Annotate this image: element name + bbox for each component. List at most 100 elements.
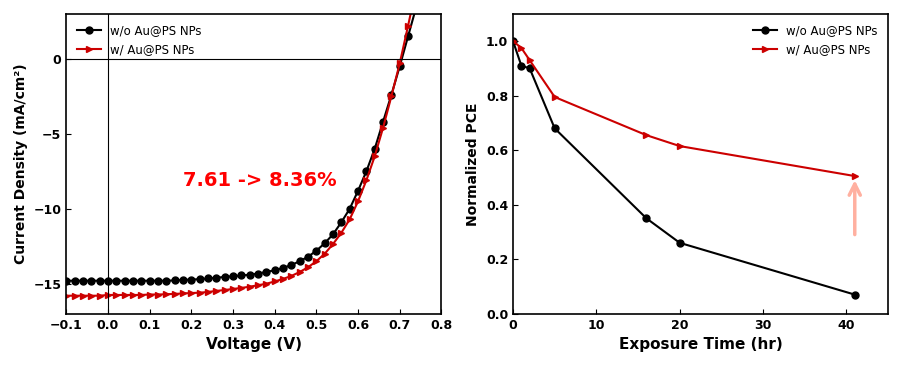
w/ Au@PS NPs <box>203 290 214 294</box>
w/ Au@PS NPs <box>178 291 189 296</box>
X-axis label: Exposure Time (hr): Exposure Time (hr) <box>619 337 782 352</box>
w/ Au@PS NPs <box>236 286 247 290</box>
w/o Au@PS NPs <box>319 241 330 246</box>
w/ Au@PS NPs <box>353 199 364 203</box>
w/o Au@PS NPs <box>144 279 155 283</box>
w/o Au@PS NPs <box>244 273 255 277</box>
w/ Au@PS NPs <box>336 231 346 235</box>
w/o Au@PS NPs <box>378 120 389 124</box>
w/o Au@PS NPs <box>203 276 214 281</box>
w/o Au@PS NPs <box>227 274 238 279</box>
w/o Au@PS NPs <box>508 39 519 43</box>
Text: 7.61 -> 8.36%: 7.61 -> 8.36% <box>183 171 336 190</box>
w/ Au@PS NPs <box>378 126 389 130</box>
w/o Au@PS NPs <box>278 266 289 270</box>
w/o Au@PS NPs <box>850 292 861 297</box>
w/ Au@PS NPs <box>394 61 405 66</box>
w/o Au@PS NPs <box>516 63 527 68</box>
w/o Au@PS NPs <box>286 263 297 267</box>
w/ Au@PS NPs <box>127 293 138 297</box>
w/o Au@PS NPs <box>336 220 346 224</box>
w/o Au@PS NPs <box>411 4 422 8</box>
w/ Au@PS NPs <box>103 293 114 297</box>
w/o Au@PS NPs <box>361 169 372 173</box>
X-axis label: Voltage (V): Voltage (V) <box>206 337 302 352</box>
w/ Au@PS NPs <box>402 24 413 28</box>
w/o Au@PS NPs <box>253 271 263 276</box>
w/ Au@PS NPs <box>361 178 372 183</box>
w/o Au@PS NPs <box>294 259 305 264</box>
w/ Au@PS NPs <box>286 274 297 278</box>
Line: w/ Au@PS NPs: w/ Au@PS NPs <box>510 38 858 180</box>
w/o Au@PS NPs <box>152 279 163 283</box>
w/o Au@PS NPs <box>69 279 80 283</box>
w/ Au@PS NPs <box>94 294 105 298</box>
w/ Au@PS NPs <box>119 293 130 297</box>
w/ Au@PS NPs <box>386 94 397 98</box>
w/ Au@PS NPs <box>61 294 72 298</box>
w/o Au@PS NPs <box>261 270 272 274</box>
w/ Au@PS NPs <box>319 251 330 256</box>
Line: w/ Au@PS NPs: w/ Au@PS NPs <box>63 0 437 299</box>
w/ Au@PS NPs <box>253 283 263 287</box>
w/o Au@PS NPs <box>549 126 560 131</box>
Line: w/o Au@PS NPs: w/o Au@PS NPs <box>510 38 858 298</box>
w/o Au@PS NPs <box>111 279 122 283</box>
w/o Au@PS NPs <box>127 279 138 283</box>
w/ Au@PS NPs <box>244 284 255 289</box>
w/o Au@PS NPs <box>86 279 97 283</box>
w/ Au@PS NPs <box>136 293 147 297</box>
Legend: w/o Au@PS NPs, w/ Au@PS NPs: w/o Au@PS NPs, w/ Au@PS NPs <box>748 20 882 61</box>
w/ Au@PS NPs <box>345 217 355 221</box>
w/o Au@PS NPs <box>345 206 355 211</box>
w/ Au@PS NPs <box>508 39 519 43</box>
w/ Au@PS NPs <box>294 270 305 274</box>
w/ Au@PS NPs <box>152 292 163 297</box>
w/o Au@PS NPs <box>302 254 313 259</box>
w/ Au@PS NPs <box>369 154 380 158</box>
w/ Au@PS NPs <box>516 46 527 50</box>
w/ Au@PS NPs <box>850 174 861 178</box>
w/ Au@PS NPs <box>278 277 289 281</box>
Line: w/o Au@PS NPs: w/o Au@PS NPs <box>63 0 437 284</box>
w/o Au@PS NPs <box>178 278 189 282</box>
w/o Au@PS NPs <box>394 64 405 68</box>
w/ Au@PS NPs <box>69 294 80 298</box>
w/ Au@PS NPs <box>211 289 222 293</box>
w/ Au@PS NPs <box>144 292 155 297</box>
w/o Au@PS NPs <box>353 188 364 193</box>
w/o Au@PS NPs <box>186 277 197 282</box>
w/o Au@PS NPs <box>675 240 686 245</box>
w/ Au@PS NPs <box>194 291 205 295</box>
w/o Au@PS NPs <box>524 66 535 71</box>
w/o Au@PS NPs <box>402 34 413 38</box>
w/o Au@PS NPs <box>161 279 171 283</box>
w/ Au@PS NPs <box>86 294 97 298</box>
w/ Au@PS NPs <box>270 279 281 284</box>
w/o Au@PS NPs <box>641 216 652 220</box>
w/o Au@PS NPs <box>119 279 130 283</box>
w/ Au@PS NPs <box>327 242 338 246</box>
w/ Au@PS NPs <box>227 287 238 291</box>
w/ Au@PS NPs <box>111 293 122 297</box>
w/o Au@PS NPs <box>386 93 397 97</box>
w/o Au@PS NPs <box>236 273 247 278</box>
w/o Au@PS NPs <box>61 279 72 283</box>
w/o Au@PS NPs <box>194 277 205 281</box>
w/o Au@PS NPs <box>136 279 147 283</box>
w/o Au@PS NPs <box>327 232 338 236</box>
w/o Au@PS NPs <box>170 278 180 283</box>
w/ Au@PS NPs <box>261 281 272 286</box>
w/ Au@PS NPs <box>170 292 180 296</box>
w/o Au@PS NPs <box>369 147 380 151</box>
w/ Au@PS NPs <box>675 144 686 148</box>
w/o Au@PS NPs <box>311 249 322 253</box>
w/ Au@PS NPs <box>78 294 88 298</box>
w/o Au@PS NPs <box>270 268 281 272</box>
w/ Au@PS NPs <box>641 133 652 137</box>
w/o Au@PS NPs <box>211 276 222 280</box>
w/ Au@PS NPs <box>219 288 230 292</box>
w/o Au@PS NPs <box>103 279 114 283</box>
Y-axis label: Normalized PCE: Normalized PCE <box>466 102 481 225</box>
w/ Au@PS NPs <box>549 95 560 99</box>
